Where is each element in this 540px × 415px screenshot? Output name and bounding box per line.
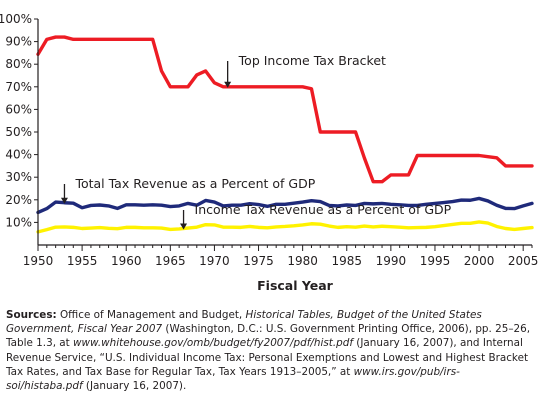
- series-lines: [36, 35, 534, 234]
- annotation-total-revenue: Total Tax Revenue as a Percent of GDP: [60, 176, 316, 204]
- x-tick-label: 1985: [331, 254, 362, 268]
- annotation-arrow-head: [180, 223, 188, 230]
- series-line-income-revenue: [36, 220, 534, 234]
- x-tick-label: 1960: [111, 254, 142, 268]
- x-tick-label: 1965: [155, 254, 186, 268]
- source-note-text: Office of Management and Budget,: [56, 309, 246, 321]
- x-tick-label: 1990: [376, 254, 407, 268]
- source-note-citation: Historical Tables, Budget of the United …: [6, 309, 482, 336]
- y-tick-label: 80%: [5, 57, 32, 71]
- y-axis-ticks: 10% 20% 30% 40% 50% 60% 70% 80% 90% 100%: [0, 12, 38, 229]
- x-axis-ticks: 1950 1955 1960 1965 1970 1975 1980 1985 1990 1995…: [23, 245, 539, 268]
- annotation-arrow-head: [60, 197, 68, 204]
- x-tick-label: 1980: [287, 254, 318, 268]
- x-tick-label: 1950: [23, 254, 54, 268]
- y-tick-label: 40%: [5, 148, 32, 162]
- y-tick-label: 30%: [5, 170, 32, 184]
- y-tick-label: 50%: [5, 125, 32, 139]
- source-note-citation: www.whitehouse.gov/omb/budget/fy2007/pdf…: [73, 337, 353, 350]
- series-line-top-bracket: [36, 35, 534, 184]
- annotation-label: Total Tax Revenue as a Percent of GDP: [74, 176, 315, 191]
- series-line-total-revenue: [36, 196, 534, 215]
- source-note-lead: Sources:: [6, 309, 57, 321]
- annotation-label: Top Income Tax Bracket: [238, 53, 386, 68]
- annotation-arrow-head: [224, 81, 232, 88]
- x-tick-label: 1975: [243, 254, 274, 268]
- source-note: Sources: Office of Management and Budget…: [6, 308, 536, 393]
- y-tick-label: 60%: [5, 102, 32, 116]
- x-tick-label: 1955: [67, 254, 98, 268]
- x-tick-label: 1995: [420, 254, 451, 268]
- annotations: Top Income Tax Bracket Total Tax Revenue …: [60, 53, 452, 230]
- y-tick-label: 100%: [0, 12, 32, 26]
- source-note-text: (Washington, D.C.: U.S. Government Print…: [6, 323, 531, 350]
- x-tick-label: 1970: [199, 254, 230, 268]
- annotation-income-revenue: Income Tax Revenue as a Percent of GDP: [180, 202, 452, 230]
- tax-chart: 10% 20% 30% 40% 50% 60% 70% 80% 90% 100% 1950 1955…: [0, 12, 539, 293]
- y-tick-label: 90%: [5, 35, 32, 49]
- source-note-citation: www.irs.gov/pub/irs-soi/histaba.pdf: [6, 365, 460, 393]
- y-tick-label: 10%: [5, 215, 32, 229]
- annotation-label: Income Tax Revenue as a Percent of GDP: [195, 202, 452, 217]
- x-tick-label: 2005: [508, 254, 539, 268]
- x-tick-label: 2000: [464, 254, 495, 268]
- source-note-text: (January 16, 2007), and Internal Revenue…: [6, 337, 529, 378]
- source-note-text: (January 16, 2007).: [82, 380, 187, 393]
- source-note-body: Office of Management and Budget, Histori…: [6, 309, 530, 392]
- annotation-top-bracket: Top Income Tax Bracket: [224, 53, 386, 88]
- y-tick-label: 20%: [5, 193, 32, 207]
- x-axis-title: Fiscal Year: [257, 278, 334, 293]
- y-tick-label: 70%: [5, 80, 32, 94]
